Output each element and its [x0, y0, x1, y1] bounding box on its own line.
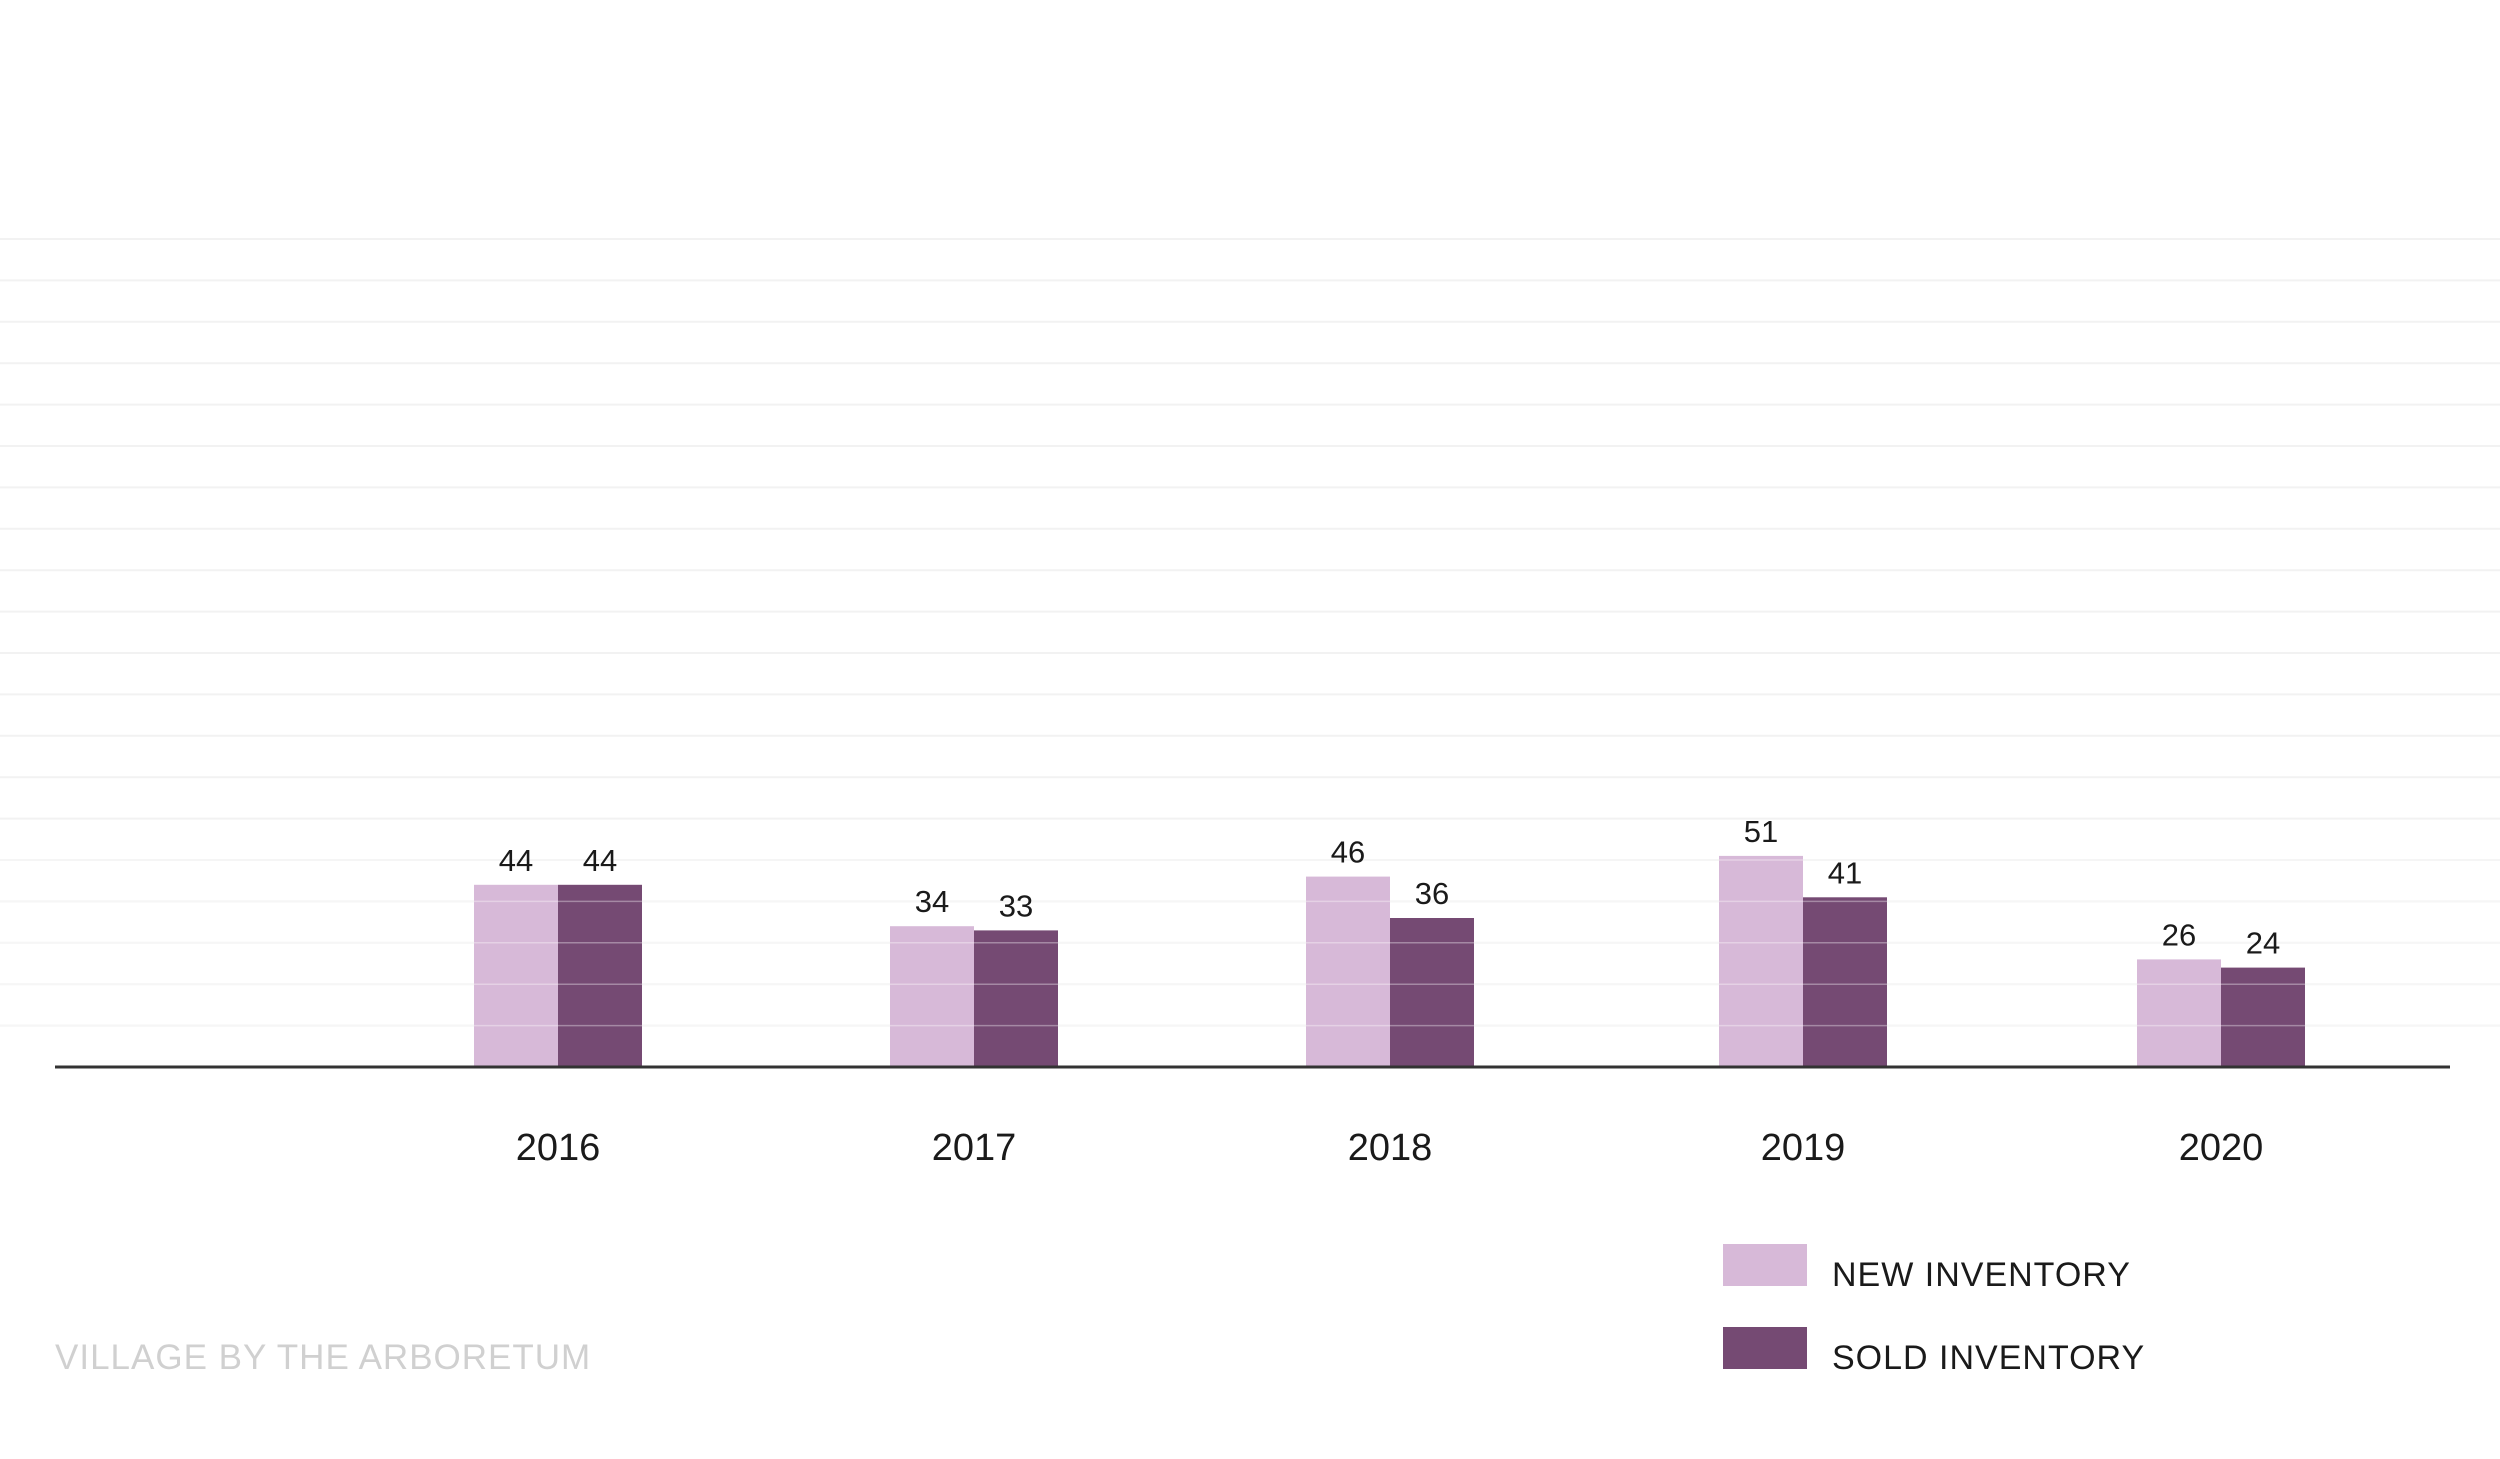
category-labels: 2016 2017 2018 2019 2020: [516, 1127, 2264, 1169]
bar-new-inventory-2016: [474, 884, 558, 1067]
category-label-2019: 2019: [1761, 1127, 1846, 1169]
footer-caption: VILLAGE BY THE ARBORETUM: [55, 1338, 591, 1377]
value-label-sold-inventory-2016: 44: [583, 843, 617, 878]
value-label-sold-inventory-2019: 41: [1828, 855, 1862, 890]
value-label-sold-inventory-2018: 36: [1415, 876, 1449, 911]
bar-new-inventory-2019: [1719, 855, 1803, 1067]
legend: NEW INVENTORY SOLD INVENTORY: [1723, 1244, 2145, 1377]
value-label-new-inventory-2020: 26: [2162, 917, 2196, 952]
value-label-new-inventory-2018: 46: [1331, 835, 1365, 870]
value-label-sold-inventory-2017: 33: [999, 888, 1033, 923]
category-label-2020: 2020: [2179, 1127, 2264, 1169]
legend-swatch-new-inventory: [1723, 1244, 1807, 1286]
value-label-sold-inventory-2020: 24: [2246, 926, 2280, 961]
bar-sold-inventory-2019: [1803, 897, 1887, 1067]
value-label-new-inventory-2017: 34: [915, 884, 949, 919]
value-label-new-inventory-2016: 44: [499, 843, 533, 878]
value-labels: 44 44 34 33 46 36 51 41 26 24: [499, 814, 2280, 961]
legend-label-new-inventory: NEW INVENTORY: [1832, 1256, 2131, 1294]
category-label-2018: 2018: [1348, 1127, 1433, 1169]
bar-sold-inventory-2017: [974, 930, 1058, 1067]
gridlines: [0, 238, 2500, 1027]
value-label-new-inventory-2019: 51: [1744, 814, 1778, 849]
category-label-2016: 2016: [516, 1127, 601, 1169]
bars: [0, 855, 2500, 1067]
bar-new-inventory-2020: [2137, 959, 2221, 1067]
bar-sold-inventory-2016: [558, 884, 642, 1067]
legend-swatch-sold-inventory: [1723, 1327, 1807, 1369]
bar-sold-inventory-2018: [1390, 918, 1474, 1067]
bar-new-inventory-2018: [1306, 876, 1390, 1067]
legend-label-sold-inventory: SOLD INVENTORY: [1832, 1339, 2145, 1377]
bar-new-inventory-2017: [890, 926, 974, 1067]
category-label-2017: 2017: [932, 1127, 1017, 1169]
bar-sold-inventory-2020: [2221, 967, 2305, 1067]
